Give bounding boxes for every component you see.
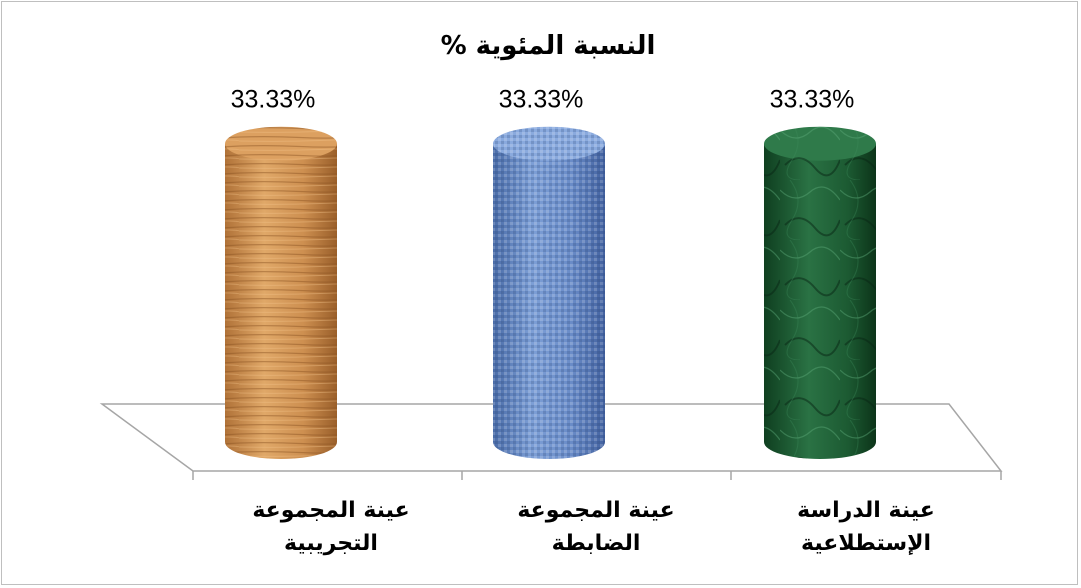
bar: [225, 126, 337, 459]
data-label: 33.33%: [499, 86, 584, 114]
category-label: عينة المجموعة: [517, 498, 674, 523]
data-label: 33.33%: [770, 86, 855, 114]
data-labels-group: 33.33% 33.33% 33.33%: [231, 86, 855, 114]
bar-texture: [225, 143, 337, 459]
category-label: عينة المجموعة: [252, 498, 409, 523]
category-label: التجريبية: [284, 531, 378, 556]
category-labels-group: عينة الدراسة الإستطلاعية عينة المجموعة الضا…: [252, 498, 935, 556]
bar: [493, 126, 605, 459]
chart-title: النسبة المئوية %: [441, 31, 656, 61]
category-label: عينة الدراسة: [797, 498, 935, 523]
bar-texture: [764, 143, 876, 459]
category-label: الضابطة: [552, 531, 641, 556]
bar-top-texture: [225, 126, 337, 161]
data-label: 33.33%: [231, 86, 316, 114]
bar-top-texture: [493, 126, 605, 161]
bar-texture: [493, 143, 605, 459]
bar: [764, 126, 876, 459]
bar-top-texture: [764, 126, 876, 161]
bars-group: [225, 126, 876, 459]
category-label: الإستطلاعية: [801, 531, 931, 556]
